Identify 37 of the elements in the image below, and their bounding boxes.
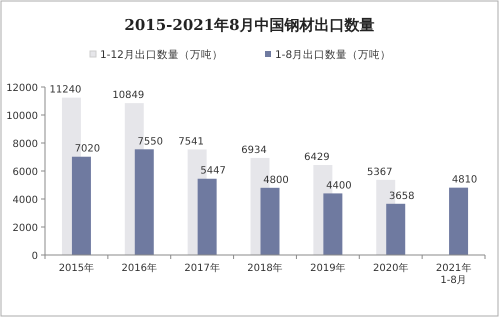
data-label: 7541 bbox=[178, 136, 204, 148]
x-tick-label: 2020年 bbox=[372, 262, 408, 274]
data-label: 7020 bbox=[74, 144, 100, 155]
bar bbox=[260, 188, 280, 255]
data-label: 5447 bbox=[200, 166, 226, 177]
data-label: 4800 bbox=[263, 174, 289, 186]
legend-label: 1-8月出口数量（万吨） bbox=[275, 48, 392, 61]
data-label: 4810 bbox=[452, 174, 478, 186]
data-label: 5367 bbox=[366, 166, 392, 178]
x-tick-label: 2016年 bbox=[122, 262, 158, 274]
bar bbox=[198, 178, 217, 255]
y-tick-label: 6000 bbox=[12, 167, 38, 178]
bar bbox=[449, 188, 468, 255]
x-tick-label: 2021年 1-8月 bbox=[436, 262, 472, 286]
data-label: 6429 bbox=[304, 152, 330, 163]
x-tick-label: 2019年 bbox=[310, 262, 346, 274]
data-label: 11240 bbox=[50, 84, 82, 96]
y-tick-label: 4000 bbox=[12, 195, 38, 206]
y-tick-label: 10000 bbox=[6, 111, 38, 122]
legend-label: 1-12月出口数量（万吨） bbox=[100, 48, 223, 61]
x-tick-label: 2018年 bbox=[247, 262, 283, 274]
bar bbox=[72, 156, 91, 255]
y-tick-label: 8000 bbox=[12, 139, 38, 150]
y-tick-label: 0 bbox=[32, 251, 38, 262]
data-label: 7550 bbox=[138, 136, 164, 148]
x-tick-label: 2015年 bbox=[58, 262, 94, 274]
x-tick-label: 2017年 bbox=[184, 262, 220, 274]
data-label: 6934 bbox=[241, 144, 267, 156]
bar bbox=[386, 204, 406, 255]
bar bbox=[134, 149, 154, 255]
y-tick-label: 2000 bbox=[12, 223, 38, 234]
chart-title: 2015-2021年8月中国钢材出口数量 bbox=[124, 16, 375, 34]
y-tick-label: 12000 bbox=[6, 83, 38, 94]
data-label: 3658 bbox=[388, 190, 414, 202]
data-label: 10849 bbox=[112, 90, 144, 102]
bar bbox=[323, 193, 342, 255]
data-label: 4400 bbox=[326, 180, 352, 192]
